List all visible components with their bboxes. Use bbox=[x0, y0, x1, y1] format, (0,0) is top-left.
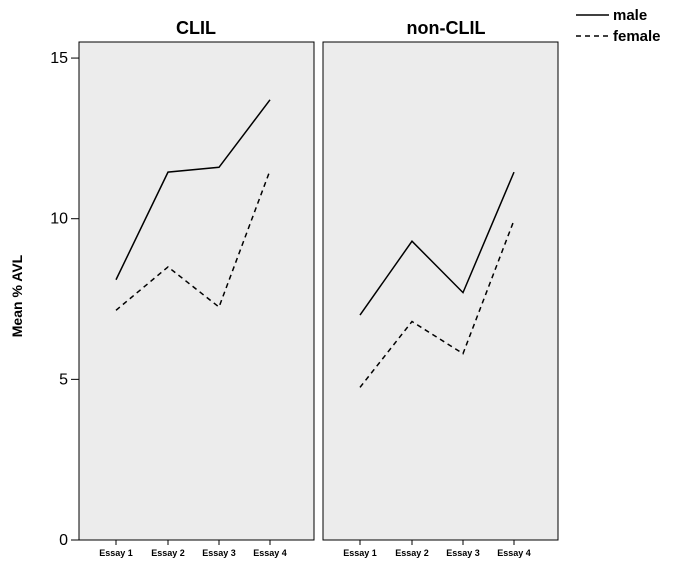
y-tick-label: 0 bbox=[59, 532, 68, 549]
legend-male-label: male bbox=[613, 7, 647, 24]
series-line-male-clil bbox=[115, 99, 271, 281]
y-tick-label: 10 bbox=[50, 211, 68, 228]
panel-title-non-clil: non-CLIL bbox=[407, 18, 486, 38]
x-tick-label: Essay 4 bbox=[253, 548, 287, 558]
series-line-male-non-clil bbox=[359, 171, 515, 316]
panel-title-clil: CLIL bbox=[176, 18, 216, 38]
panel-clil bbox=[78, 41, 315, 541]
x-tick-label: Essay 2 bbox=[151, 548, 185, 558]
x-tick-label: Essay 4 bbox=[497, 548, 531, 558]
x-tick-label: Essay 3 bbox=[446, 548, 480, 558]
panel-non-clil bbox=[322, 41, 559, 541]
x-tick-label: Essay 1 bbox=[99, 548, 133, 558]
legend-female-label: female bbox=[613, 28, 661, 45]
legend: male female bbox=[576, 7, 661, 45]
y-tick-label: 5 bbox=[59, 371, 68, 388]
x-tick-label: Essay 1 bbox=[343, 548, 377, 558]
y-tick-label: 15 bbox=[50, 50, 68, 67]
x-tick-label: Essay 2 bbox=[395, 548, 429, 558]
chart-marks: 0 5 10 15 Essay 1 Essay 2 Essay 3 Essay 4 Essay … bbox=[50, 50, 531, 558]
x-tick-label: Essay 3 bbox=[202, 548, 236, 558]
y-axis-label: Mean % AVL bbox=[9, 254, 25, 337]
series-line-female-clil bbox=[115, 170, 271, 311]
